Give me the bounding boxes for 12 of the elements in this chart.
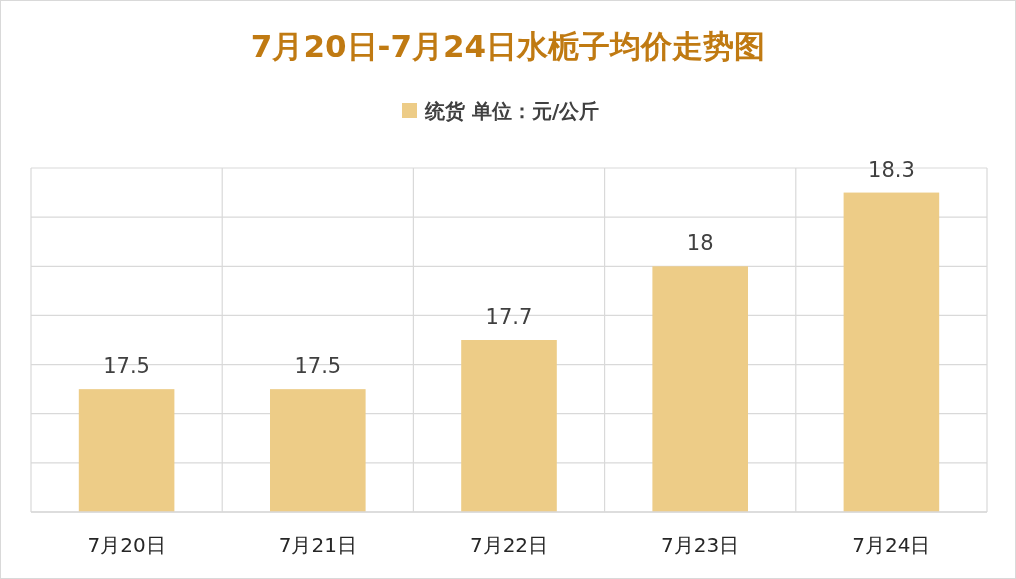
data-label: 17.5 <box>294 354 342 379</box>
x-tick-label: 7月20日 <box>87 533 166 557</box>
data-label: 17.5 <box>103 354 150 379</box>
x-tick-label: 7月21日 <box>278 533 357 557</box>
data-label: 18 <box>686 231 714 256</box>
data-label: 18.3 <box>868 157 915 182</box>
chart-title: 7月20日-7月24日水栀子均价走势图 <box>250 28 766 64</box>
x-tick-label: 7月24日 <box>852 533 931 557</box>
x-tick-label: 7月23日 <box>661 533 740 557</box>
x-tick-label: 7月22日 <box>469 533 549 557</box>
data-label: 17.7 <box>485 305 533 329</box>
legend-label: 统货 单位：元/公斤 <box>424 99 600 123</box>
